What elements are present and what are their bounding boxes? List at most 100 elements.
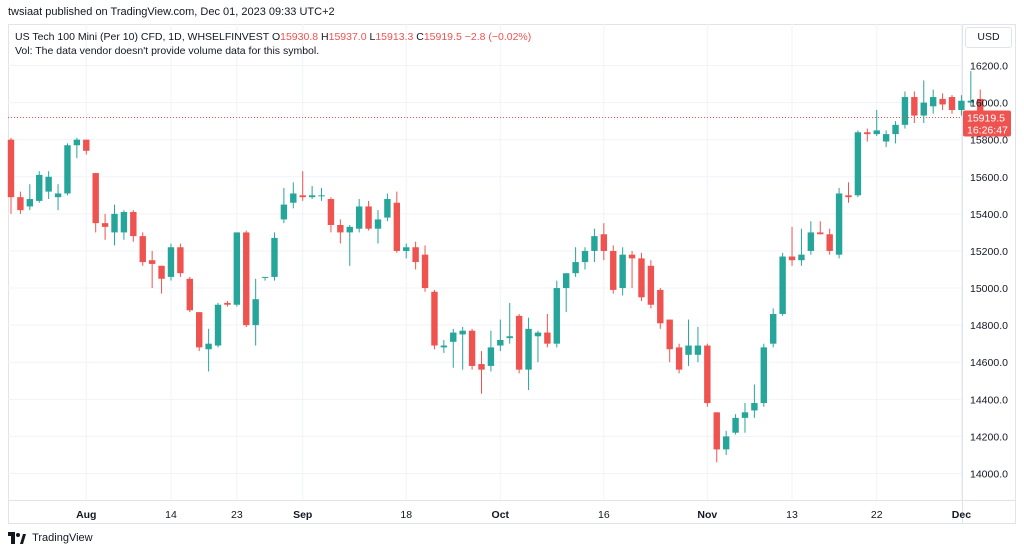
candle-body [478,364,485,370]
x-tick-label: 22 [871,509,883,521]
candle-body [760,347,767,404]
candle-body [365,206,372,229]
candle-body [694,345,702,355]
candle-body [741,412,749,418]
candle-body [506,336,513,339]
candle [130,210,137,242]
candle [403,243,410,259]
candle [101,213,109,240]
candle [760,343,767,407]
candle-body [186,278,193,311]
candle-body [130,212,137,237]
candle [779,252,786,316]
candle-body [403,247,410,251]
candle-body [393,202,401,251]
candle [346,224,353,266]
candle [327,197,335,233]
candle [196,312,203,352]
candle [290,182,297,209]
candle-body [412,247,419,263]
candle [506,302,513,344]
candle [732,414,739,435]
candle-body [939,98,946,105]
candle-body [732,417,739,433]
candle [864,128,871,142]
candle [120,210,128,240]
candle [901,91,909,129]
y-tick-label: 15800.0 [970,135,1008,147]
candle [365,200,372,231]
candle-body [26,199,34,207]
y-tick-label: 16200.0 [970,61,1008,73]
candle [224,301,231,307]
candle [610,245,617,294]
candle-body [158,265,165,279]
candle [421,245,429,292]
candle [17,191,24,214]
candle [233,232,241,307]
candle [487,330,495,372]
candle-body [431,291,438,346]
candle [497,319,504,352]
candle-body [327,199,335,225]
close-label: C [416,31,424,43]
candle-body [17,197,24,211]
candle [562,273,570,313]
x-tick-label: 18 [400,509,412,521]
top-header: twsiaat published on TradingView.com, De… [0,0,1024,24]
candle-body [384,199,391,218]
footer-brand: TradingView [32,532,93,545]
candle-body [214,304,222,346]
candle-body [657,289,664,324]
candle-body [346,226,353,233]
candle-body [355,206,363,229]
candle-body [421,254,429,289]
published-info: twsiaat published on TradingView.com, De… [8,6,335,18]
candle-body [873,130,880,135]
candle [36,171,43,203]
candle [553,280,560,348]
candle-body [459,330,466,335]
candle [722,430,730,455]
candle [647,260,655,309]
footer: TradingView [8,532,93,550]
candle-body [271,237,278,277]
candle-body [751,403,758,411]
candle-body [290,193,297,203]
candle-body [901,97,909,125]
y-tick-label: 15000.0 [970,283,1008,295]
candle [261,276,269,281]
x-tick-label: 23 [231,509,243,521]
candle [205,328,212,372]
candle-body [882,134,890,142]
candle [675,343,683,374]
high-label: H [321,31,329,43]
candle-body [120,212,128,233]
candle-body [167,247,175,277]
candle [111,204,118,246]
volume-note: Vol: The data vendor doesn't provide vol… [15,45,320,57]
candle [384,193,391,222]
price-tag-value: 15919.5 [967,113,1005,125]
candle-body [497,339,504,346]
candle [299,171,306,201]
candle-body [929,97,937,107]
symbol-name[interactable]: US Tech 100 Mini (Per 10) CFD, 1D, WHSEL… [15,31,270,43]
candle-body [252,299,259,326]
candle-body [487,347,495,366]
candle [939,93,946,111]
candle [704,343,711,407]
candle [7,137,15,214]
candle [882,130,890,148]
candle-body [243,232,250,326]
candle [657,288,664,329]
currency-button[interactable]: USD [965,27,1012,48]
candle-body [337,224,344,233]
candle-body [299,195,306,198]
candle [308,186,316,200]
candle-body [111,213,118,233]
candle [638,252,645,302]
candle [450,328,457,368]
candle [628,250,636,289]
